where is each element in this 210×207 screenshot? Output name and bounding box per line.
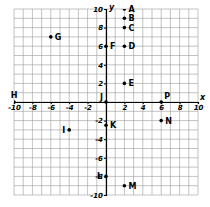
point xyxy=(123,26,127,30)
x-tick: 2 xyxy=(122,102,127,112)
y-tick: 10 xyxy=(93,6,106,14)
y-tick: 2 xyxy=(98,80,106,88)
point-label: P xyxy=(164,92,170,101)
x-tick-label: -6 xyxy=(47,104,55,112)
point xyxy=(123,184,127,188)
point xyxy=(104,123,108,127)
grid xyxy=(14,9,198,195)
y-tick: -4 xyxy=(95,136,106,144)
point-label: L xyxy=(97,172,102,181)
point xyxy=(104,175,108,179)
y-tick-label: 4 xyxy=(98,62,103,70)
point xyxy=(49,35,53,39)
point xyxy=(67,128,71,132)
y-tick-label: 2 xyxy=(98,80,103,88)
y-tick-mark xyxy=(104,121,106,122)
point-label: F xyxy=(110,42,115,51)
x-tick-label: 10 xyxy=(194,104,204,112)
y-tick-label: -6 xyxy=(95,155,103,163)
point-label: M xyxy=(128,182,136,191)
x-tick-label: -4 xyxy=(66,104,74,112)
y-tick: -10 xyxy=(90,192,106,200)
point-label: C xyxy=(128,24,134,33)
point-label: A xyxy=(128,5,135,14)
y-tick: -2 xyxy=(95,117,106,125)
point-label: G xyxy=(55,33,62,42)
point xyxy=(123,17,127,21)
grid-line-y xyxy=(14,9,198,10)
y-tick-label: 10 xyxy=(93,6,103,14)
y-tick-label: -8 xyxy=(95,173,103,181)
point-labels: ABCD E F G H I J K L M N P xyxy=(11,5,172,191)
y-tick-mark xyxy=(104,195,106,196)
x-axis-title: x xyxy=(199,93,206,102)
point-label: J xyxy=(99,93,103,102)
x-tick-label: 2 xyxy=(122,104,127,112)
x-tick: 4 xyxy=(141,102,146,112)
point xyxy=(123,44,127,48)
x-tick-label: -8 xyxy=(29,104,37,112)
x-tick-label: 6 xyxy=(159,104,164,112)
x-tick: -4 xyxy=(66,102,74,112)
y-tick-label: 6 xyxy=(98,43,103,51)
points xyxy=(14,9,163,188)
point xyxy=(159,119,163,123)
y-tick-mark xyxy=(104,65,106,66)
point xyxy=(14,100,16,104)
point-label: H xyxy=(11,91,18,100)
point-label: E xyxy=(128,79,133,88)
point-label: B xyxy=(128,14,134,23)
chart: -10-8-6-4-2246810108642-2-4-6-8-10xyABCD… xyxy=(0,0,210,207)
y-tick-label: -10 xyxy=(90,192,103,200)
y-tick-label: -2 xyxy=(95,117,103,125)
x-tick-label: 4 xyxy=(141,104,146,112)
y-tick: 8 xyxy=(98,24,106,32)
y-tick: -6 xyxy=(95,155,106,163)
y-tick-mark xyxy=(104,28,106,29)
x-tick: 10 xyxy=(194,102,204,112)
y-tick-label: -4 xyxy=(95,136,103,144)
x-tick-label: 8 xyxy=(178,104,183,112)
point xyxy=(159,100,163,104)
point xyxy=(104,100,108,104)
y-tick: 4 xyxy=(98,62,106,70)
y-axis-title: y xyxy=(109,3,115,12)
point-label: K xyxy=(110,121,117,130)
point-label: D xyxy=(128,42,135,51)
x-tick: -2 xyxy=(84,102,92,112)
y-tick-mark xyxy=(104,158,106,159)
y-axis: 10 8 6 4 2 -2 -4 -6 -8 -10 xyxy=(90,6,106,200)
x-tick: 8 xyxy=(178,102,183,112)
y-tick-mark xyxy=(104,83,106,84)
point xyxy=(104,44,108,48)
x-tick-label: -2 xyxy=(84,104,92,112)
y-tick-mark xyxy=(104,9,106,10)
point xyxy=(123,82,127,86)
y-tick-label: 8 xyxy=(98,24,103,32)
point xyxy=(123,9,127,11)
x-tick: -6 xyxy=(47,102,55,112)
x-tick-label: -10 xyxy=(8,104,21,112)
x-tick: -8 xyxy=(29,102,37,112)
y-tick-mark xyxy=(104,139,106,140)
point-label: I xyxy=(62,126,65,135)
point-label: N xyxy=(165,117,172,126)
